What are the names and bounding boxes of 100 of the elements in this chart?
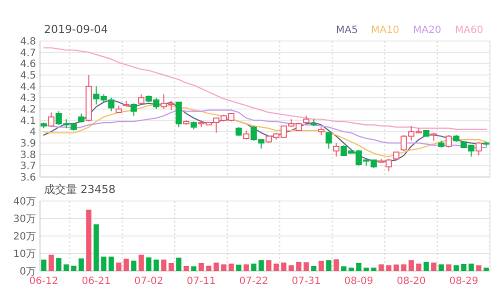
y-tick-label: 0万 <box>20 266 36 278</box>
candlestick <box>476 141 482 156</box>
bar <box>131 260 136 271</box>
y-tick-label: 3.9 <box>20 138 36 150</box>
x-tick-label: 06-21 <box>82 276 111 287</box>
y-tick-label: 4.1 <box>20 116 36 127</box>
bar <box>386 265 392 271</box>
bar <box>161 260 166 271</box>
bar <box>41 260 46 271</box>
y-tick-label: 4.7 <box>20 48 36 59</box>
bar <box>206 266 212 271</box>
x-tick-label: 08-09 <box>344 276 374 287</box>
bar <box>274 264 279 271</box>
bar <box>356 262 362 271</box>
chart-title: 成交量 23458 <box>44 183 116 196</box>
bar <box>476 265 482 271</box>
bar <box>461 264 466 271</box>
candlestick <box>333 142 340 158</box>
bar <box>124 258 129 271</box>
bar <box>48 254 54 271</box>
bar <box>348 268 354 271</box>
candlestick <box>446 134 452 148</box>
bar <box>334 259 339 271</box>
bar <box>468 264 474 271</box>
bar <box>424 262 429 271</box>
candlestick <box>48 112 54 128</box>
bar <box>296 262 302 271</box>
y-tick-label: 4.2 <box>20 104 36 116</box>
y-tick-label: 4.6 <box>20 59 36 70</box>
text: MA60 <box>455 25 484 36</box>
candlestick <box>243 130 250 140</box>
bar <box>64 264 69 271</box>
bar <box>146 257 152 271</box>
x-tick-label: 08-20 <box>396 276 426 287</box>
x-tick-label: 06-12 <box>29 276 58 287</box>
bar <box>116 262 122 271</box>
candlestick <box>138 94 144 105</box>
text: MA10 <box>371 25 400 36</box>
bar <box>191 266 196 271</box>
bar <box>378 264 384 271</box>
candlestick <box>303 115 310 126</box>
bar <box>318 260 324 271</box>
x-tick-label: 07-02 <box>134 276 164 287</box>
y-tick-label: 4.8 <box>20 36 36 48</box>
bar <box>184 266 189 271</box>
y-tick-label: 4.4 <box>20 82 36 93</box>
y-tick-label: 10万 <box>13 249 36 260</box>
bar <box>341 266 346 271</box>
y-tick-label: 3.6 <box>20 172 36 184</box>
candlestick <box>78 113 84 124</box>
bar <box>438 264 444 271</box>
y-tick-label: 20万 <box>13 232 36 242</box>
bar <box>431 262 436 271</box>
bar <box>408 260 414 271</box>
bar <box>198 262 204 271</box>
candlestick <box>176 102 182 128</box>
bar <box>484 268 489 271</box>
bar <box>446 264 452 271</box>
bar <box>71 266 76 271</box>
bar <box>281 262 286 271</box>
bar <box>258 260 264 271</box>
candlestick <box>326 131 332 150</box>
y-tick-label: 3.7 <box>20 161 36 172</box>
bar <box>311 266 316 271</box>
bar <box>288 265 294 271</box>
bar <box>364 268 369 271</box>
bar <box>371 268 376 271</box>
candlestick <box>236 126 242 137</box>
bar <box>454 265 459 271</box>
line-series <box>43 47 487 130</box>
bar <box>154 260 159 271</box>
bar <box>214 262 219 271</box>
bar <box>221 264 226 271</box>
bar <box>138 254 144 271</box>
y-tick-label: 40万 <box>13 196 36 208</box>
bar <box>251 264 256 271</box>
y-tick-label: 30万 <box>13 214 36 225</box>
bar <box>168 262 174 271</box>
bar <box>94 224 99 271</box>
candlestick <box>130 102 137 116</box>
bar <box>108 256 114 271</box>
bar <box>56 258 62 271</box>
bar <box>416 264 422 271</box>
text: MA5 <box>336 25 358 36</box>
bar <box>228 264 234 271</box>
text: MA20 <box>413 25 442 36</box>
bar <box>266 260 272 271</box>
y-tick-label: 3.8 <box>20 150 36 161</box>
bar <box>394 264 399 271</box>
y-tick-label: 4.3 <box>20 93 36 104</box>
y-tick-label: 4.5 <box>20 70 36 82</box>
y-tick-label: 4 <box>30 127 36 138</box>
x-tick-label: 07-31 <box>292 276 321 287</box>
bar <box>78 258 84 271</box>
bar <box>236 264 242 271</box>
bar <box>304 262 309 271</box>
bar <box>244 264 249 271</box>
bar <box>326 260 332 271</box>
bar <box>176 258 182 271</box>
x-tick-label: 07-11 <box>186 276 216 287</box>
